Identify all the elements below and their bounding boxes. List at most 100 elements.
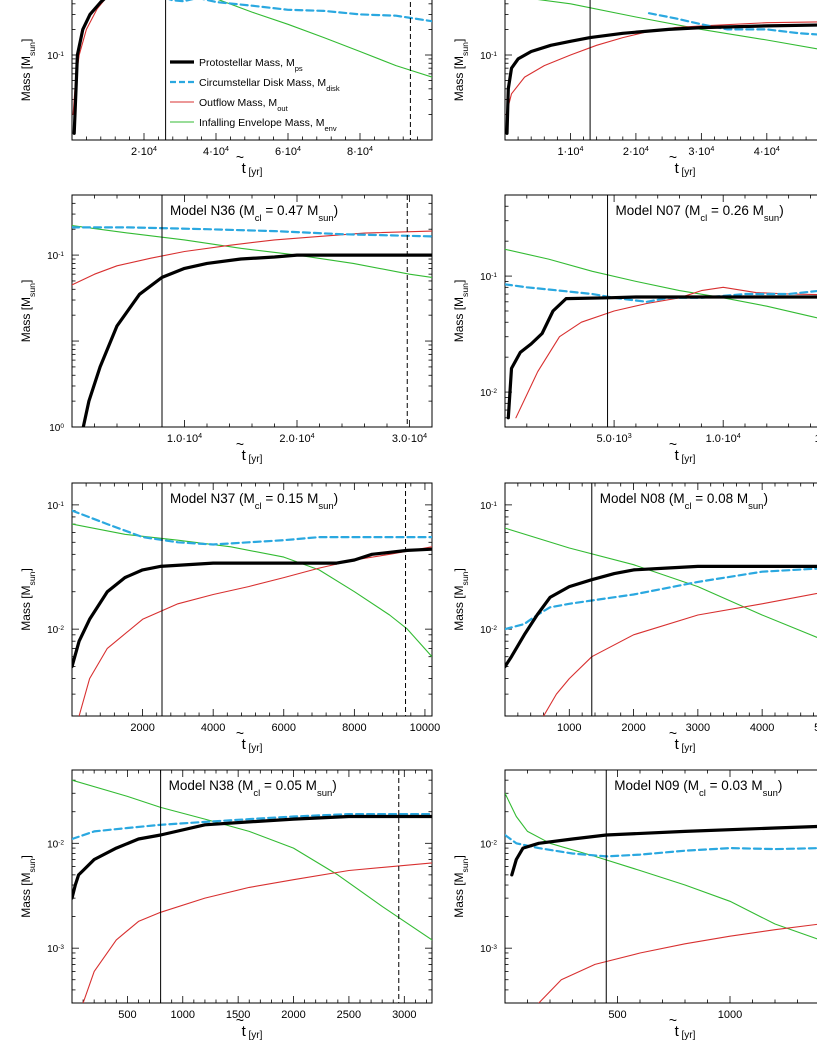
x-tick-label: 2000 [130, 722, 154, 734]
x-tick-label: 3·104 [688, 145, 714, 158]
x-tick-label: 2.0·104 [279, 432, 314, 445]
series-line-disk [647, 12, 817, 36]
series-line-disk [72, 509, 432, 546]
x-axis-tilde: ~ [236, 436, 244, 452]
x-axis-label: t [yr] [675, 160, 696, 178]
x-tick-label: 5.0·103 [596, 432, 631, 445]
x-axis-label: t [yr] [675, 447, 696, 465]
y-tick-label: 10-1 [480, 500, 497, 512]
x-tick-label: 6·104 [275, 145, 301, 158]
x-axis-tilde: ~ [669, 436, 677, 452]
plot-frame [504, 194, 817, 428]
panel-p8: Model N09 (Mcl = 0.03 Msun)5001000150010… [452, 769, 817, 1041]
series-group [72, 770, 432, 1003]
series-line-disk [505, 283, 817, 303]
y-axis-label: Mass [Msun] [19, 568, 37, 631]
y-tick-label: 10-1 [480, 272, 497, 284]
panel-title: Model N07 (Mcl = 0.26 Msun) [616, 203, 784, 224]
series-line-disk [168, 0, 432, 23]
x-axis-label: t [yr] [242, 1023, 263, 1041]
panel-title: Model N36 (Mcl = 0.47 Msun) [170, 203, 338, 224]
x-tick-label: 2000 [281, 1009, 305, 1021]
series-line-outflow [505, 21, 817, 115]
series-line-protostar [510, 824, 817, 877]
x-tick-label: 1.0·104 [167, 432, 202, 445]
panel-p1: 2·104 4·104 6·104 8·104 10-1 t [yr]~ Mass [Msu… [19, 0, 433, 178]
series-group [505, 483, 817, 716]
panel-p6: Model N08 (Mcl = 0.08 Msun) 1000 2000 3000 4… [452, 482, 817, 754]
ticks [72, 195, 432, 427]
series-line-protostar [72, 0, 106, 135]
x-tick-label: 1.5·104 [815, 432, 817, 445]
y-tick-label: 10-2 [480, 839, 497, 851]
plot-frame [504, 482, 817, 717]
series-line-disk [72, 226, 432, 238]
x-tick-label: 1000 [171, 1009, 195, 1021]
x-tick-label: 1500 [226, 1009, 250, 1021]
ticks [72, 770, 432, 1003]
series-line-protostar [505, 23, 817, 135]
series-group [505, 770, 817, 1003]
series-line-envelope [217, 0, 432, 78]
y-axis-label: Mass [Msun] [19, 280, 37, 343]
x-axis-label: t [yr] [675, 736, 696, 754]
series-line-envelope [72, 225, 432, 278]
y-tick-label: 10-3 [47, 944, 64, 956]
series-group [505, 0, 817, 140]
x-tick-label: 1000 [718, 1009, 742, 1021]
ticks [72, 3, 432, 140]
x-axis-tilde: ~ [236, 725, 244, 741]
x-axis-label: t [yr] [242, 447, 263, 465]
x-tick-label: 500 [608, 1009, 626, 1021]
x-axis-tilde: ~ [669, 1012, 677, 1028]
panel-p5: Model N37 (Mcl = 0.15 Msun) 2000 4000 6000 8… [19, 482, 440, 754]
series-line-protostar [81, 253, 432, 427]
y-tick-label: 10-2 [480, 625, 497, 637]
x-tick-label: 1·104 [557, 145, 583, 158]
legend: Protostellar Mass, Mps Circumstellar Disk… [170, 57, 340, 133]
series-line-protostar [506, 295, 817, 420]
plot-frame [71, 482, 433, 717]
y-axis-label: Mass [Msun] [452, 280, 470, 343]
y-tick-label: 10-3 [480, 944, 497, 956]
y-tick-label: 10-1 [47, 51, 64, 63]
x-tick-label: 4·104 [203, 145, 229, 158]
legend-label-protostar: Protostellar Mass, Mps [199, 57, 303, 73]
series-line-outflow [543, 592, 817, 716]
series-group [505, 195, 817, 427]
x-axis-label: t [yr] [242, 160, 263, 178]
x-axis-tilde: ~ [669, 725, 677, 741]
ticks [505, 770, 798, 1003]
y-axis-label: Mass [Msun] [19, 39, 37, 102]
x-axis-label: t [yr] [242, 736, 263, 754]
y-tick-label: 10-1 [47, 251, 64, 263]
x-tick-label: 500 [118, 1009, 136, 1021]
series-line-envelope [537, 0, 817, 50]
panel-title: Model N37 (Mcl = 0.15 Msun) [170, 491, 338, 512]
x-axis-label: t [yr] [675, 1023, 696, 1041]
x-axis-tilde: ~ [669, 149, 677, 165]
x-axis-tilde: ~ [236, 149, 244, 165]
y-tick-label: 10-1 [47, 500, 64, 512]
series-line-outflow [82, 862, 432, 1003]
series-line-envelope [505, 527, 817, 638]
x-tick-label: 2·104 [623, 145, 649, 158]
panel-title: Model N09 (Mcl = 0.03 Msun) [614, 778, 782, 799]
y-tick-label: 10-2 [47, 839, 64, 851]
legend-label-outflow: Outflow Mass, Mout [199, 97, 289, 113]
x-tick-label: 2000 [621, 722, 645, 734]
series-line-protostar [505, 564, 817, 669]
series-group [72, 195, 432, 427]
x-axis-tilde: ~ [236, 1012, 244, 1028]
plot-frame [71, 0, 433, 141]
x-tick-label: 3000 [392, 1009, 416, 1021]
panel-title: Model N38 (Mcl = 0.05 Msun) [169, 778, 337, 799]
y-tick-label: 10-2 [480, 388, 497, 400]
y-tick-label: 10-1 [480, 51, 497, 63]
x-tick-label: 3000 [686, 722, 710, 734]
x-tick-label: 6000 [272, 722, 296, 734]
y-tick-label: 10-2 [47, 625, 64, 637]
series-line-outflow [538, 923, 817, 1003]
